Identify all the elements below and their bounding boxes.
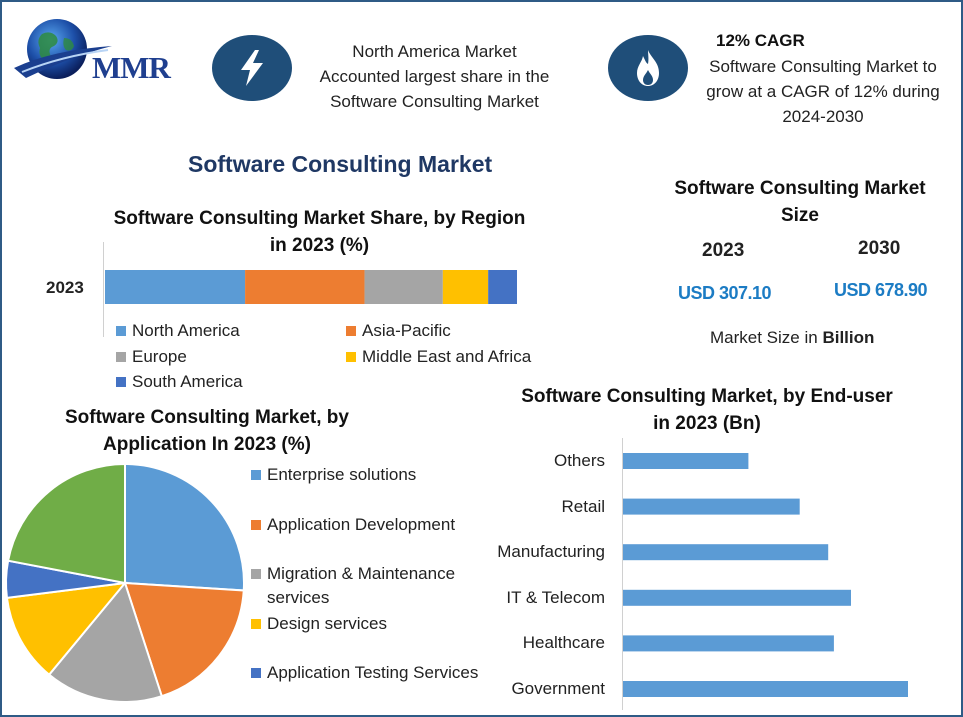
pie-label-design: Design services <box>267 614 387 633</box>
pie-legend-testing: Application Testing Services <box>251 661 511 685</box>
enduser-chart-title: Software Consulting Market, by End-user … <box>497 383 917 437</box>
legend-swatch-middle-east-africa <box>346 352 356 362</box>
region-category-label: 2023 <box>46 278 84 297</box>
market-size-note-unit: Billion <box>822 328 875 347</box>
enduser-bar-government <box>623 681 908 697</box>
enduser-title-line1: Software Consulting Market, by End-user <box>521 386 893 407</box>
enduser-bar-it-telecom <box>623 589 851 606</box>
legend-swatch-south-america <box>116 377 126 387</box>
flame-icon <box>637 50 659 86</box>
region-axis-line <box>103 242 104 337</box>
region-segment-asia-pacific <box>245 270 365 304</box>
north-america-info: North America Market Accounted largest s… <box>292 39 577 114</box>
legend-label-europe: Europe <box>132 347 187 366</box>
application-pie-chart <box>5 462 245 703</box>
legend-swatch-asia-pacific <box>346 326 356 336</box>
market-size-note: Market Size in Billion <box>710 328 874 348</box>
application-title-line2: Application In 2023 (%) <box>103 434 311 455</box>
pie-legend-app-dev: Application Development <box>251 513 511 537</box>
market-size-title: Software Consulting Market Size <box>662 175 938 229</box>
value-2030: USD 678.90 <box>834 280 928 300</box>
pie-slice-application-development <box>123 581 245 698</box>
pie-label-migration-line2: services <box>267 588 330 607</box>
application-title-line1: Software Consulting Market, by <box>65 407 349 428</box>
enduser-bar-retail <box>623 498 800 515</box>
legend-europe: Europe <box>116 347 187 367</box>
enduser-label-government: Government <box>511 679 605 698</box>
legend-swatch-europe <box>116 352 126 362</box>
legend-north-america: North America <box>116 321 240 341</box>
lightning-icon <box>241 50 263 86</box>
pie-swatch-design <box>251 619 261 629</box>
enduser-label-retail: Retail <box>561 496 605 516</box>
application-chart-title: Software Consulting Market, by Applicati… <box>32 404 382 458</box>
info2-line2: grow at a CAGR of 12% during <box>706 82 940 101</box>
info1-line1: North America Market <box>352 42 517 61</box>
pie-legend-design: Design services <box>251 612 511 636</box>
pie-legend-migration: Migration & Maintenance services <box>251 562 511 610</box>
enduser-label-it-telecom: IT & Telecom <box>506 587 605 607</box>
region-segment-middle-east-and-africa <box>442 270 489 304</box>
year-2030-label: 2030 <box>858 238 901 259</box>
legend-asia-pacific: Asia-Pacific <box>346 321 451 341</box>
info2-line1: Software Consulting Market to <box>709 57 937 76</box>
enduser-axis-line <box>622 438 623 710</box>
cagr-info: Software Consulting Market to grow at a … <box>692 54 954 129</box>
market-size-note-prefix: Market Size in <box>710 328 823 347</box>
region-segment-south-america <box>488 270 517 304</box>
pie-label-testing: Application Testing Services <box>267 663 479 682</box>
legend-label-north-america: North America <box>132 321 240 340</box>
lightning-icon-badge <box>212 35 292 101</box>
info2-line3: 2024-2030 <box>782 107 864 126</box>
legend-label-asia-pacific: Asia-Pacific <box>362 321 451 340</box>
market-size-title-line1: Software Consulting Market <box>674 178 926 199</box>
market-size-title-line2: Size <box>780 205 820 226</box>
pie-swatch-testing <box>251 668 261 678</box>
pie-swatch-app-dev <box>251 520 261 530</box>
globe-icon <box>14 19 112 79</box>
enduser-bar-others <box>623 453 749 469</box>
enduser-bar-healthcare <box>623 635 834 652</box>
pie-swatch-migration <box>251 569 261 579</box>
pie-slice-enterprise-solutions <box>124 462 245 592</box>
pie-label-enterprise: Enterprise solutions <box>267 465 417 484</box>
legend-swatch-north-america <box>116 326 126 336</box>
region-title-line2: in 2023 (%) <box>269 235 370 256</box>
pie-slice-unlabeled-5 <box>6 462 126 585</box>
legend-label-middle-east-africa: Middle East and Africa <box>362 347 532 366</box>
pie-label-migration-line1: Migration & Maintenance <box>267 564 456 583</box>
region-title-line1: Software Consulting Market Share, by Reg… <box>113 208 526 229</box>
main-title: Software Consulting Market <box>188 151 493 177</box>
flame-icon-badge <box>608 35 688 101</box>
legend-label-south-america: South America <box>132 372 243 391</box>
enduser-title-line2: in 2023 (Bn) <box>653 413 761 434</box>
pie-slice-design-services <box>5 581 128 677</box>
legend-middle-east-africa: Middle East and Africa <box>346 347 531 367</box>
enduser-label-healthcare: Healthcare <box>522 633 605 653</box>
region-stacked-bar <box>105 270 517 304</box>
region-segment-europe <box>364 270 443 304</box>
year-2023-label: 2023 <box>702 240 745 261</box>
pie-legend-enterprise: Enterprise solutions <box>251 463 511 487</box>
value-2023: USD 307.10 <box>678 283 772 303</box>
legend-south-america: South America <box>116 372 243 392</box>
pie-swatch-enterprise <box>251 470 261 480</box>
mmr-logo: MMR <box>12 16 192 86</box>
region-segment-north-america <box>105 270 246 304</box>
enduser-label-others: Others <box>553 451 605 470</box>
pie-slice-migration-maintenance-services <box>47 580 164 703</box>
pie-label-app-dev: Application Development <box>267 515 456 534</box>
info1-line2: Accounted largest share in the <box>319 67 550 86</box>
region-chart-title: Software Consulting Market Share, by Reg… <box>92 205 547 259</box>
logo-text: MMR <box>92 50 171 85</box>
enduser-bar-manufacturing <box>623 544 829 561</box>
enduser-bar-chart <box>623 453 908 697</box>
cagr-title: 12% CAGR <box>716 31 805 50</box>
enduser-label-manufacturing: Manufacturing <box>497 542 605 562</box>
info1-line3: Software Consulting Market <box>330 92 539 111</box>
